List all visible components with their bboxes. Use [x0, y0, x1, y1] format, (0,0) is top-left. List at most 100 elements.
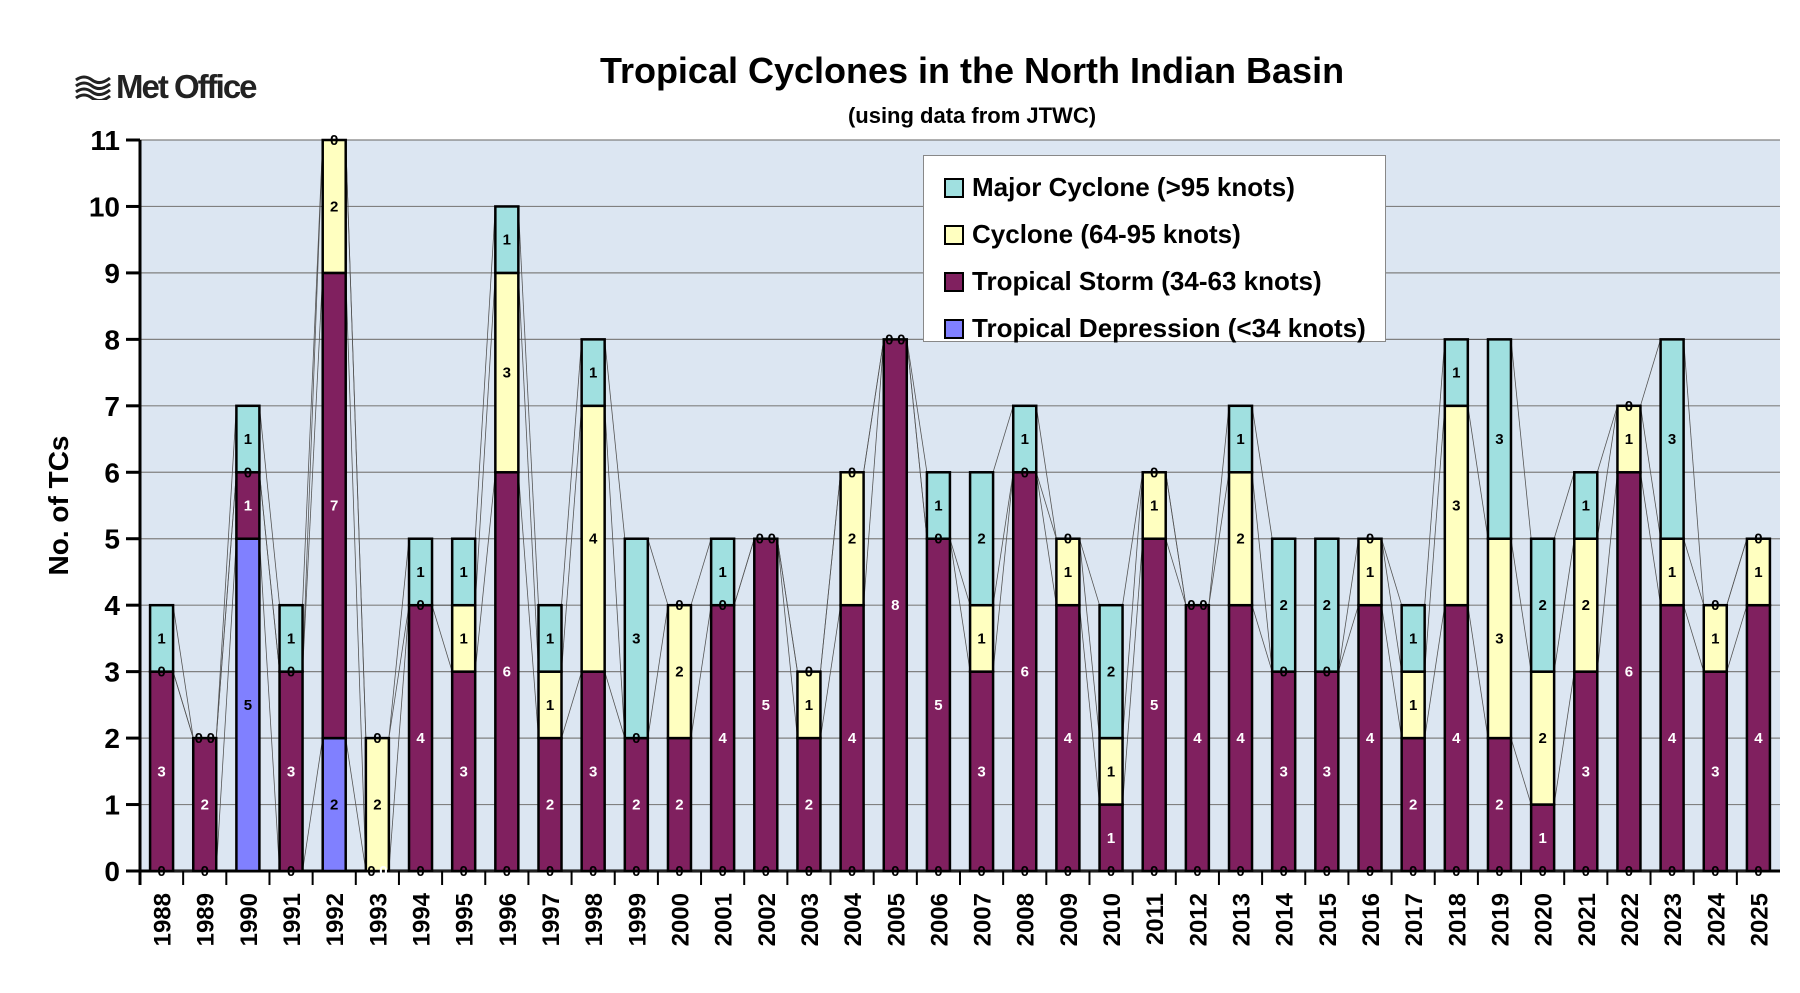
legend-label: Tropical Depression (<34 knots) [972, 313, 1366, 343]
bar-segment [364, 736, 391, 873]
data-label: 0 [244, 464, 252, 481]
data-label: 1 [1021, 431, 1029, 448]
series-line [1251, 405, 1273, 539]
series-line [258, 405, 280, 606]
series-line [1726, 605, 1748, 672]
data-label: 1 [460, 564, 468, 581]
data-label: 2 [977, 531, 985, 548]
data-label: 3 [460, 763, 468, 780]
data-label: 0 [934, 531, 942, 548]
series-line [172, 605, 194, 739]
data-label: 0 [897, 331, 905, 348]
y-tick-label: 11 [90, 125, 120, 156]
series-line [1683, 605, 1705, 672]
bar-segment [1270, 537, 1297, 673]
series-line [1510, 339, 1532, 539]
data-label: 2 [330, 797, 338, 814]
data-label: 0 [379, 863, 387, 880]
legend-item-tropical-depression: Tropical Depression (<34 knots) [944, 305, 1385, 352]
series-line [302, 139, 324, 672]
data-label: 0 [1064, 531, 1072, 548]
data-label: 0 [885, 331, 893, 348]
bar-segment [623, 537, 650, 740]
x-tick-label: 2022 [1617, 893, 1644, 946]
series-line [1510, 538, 1532, 672]
legend-swatch [944, 224, 964, 245]
x-tick-label: 2006 [926, 893, 953, 946]
x-tick-label: 2011 [1142, 893, 1169, 945]
x-tick-label: 2000 [667, 893, 694, 946]
x-tick-label: 2010 [1099, 893, 1126, 946]
data-label: 0 [762, 863, 770, 880]
met-office-waves-icon [75, 75, 111, 100]
x-tick-label: 2020 [1531, 893, 1558, 946]
series-line [1553, 671, 1575, 805]
data-label: 4 [1366, 730, 1375, 747]
y-tick-label: 3 [104, 657, 120, 688]
legend-label: Tropical Storm (34-63 knots) [972, 266, 1322, 296]
data-label: 0 [1193, 863, 1201, 880]
series-line [863, 339, 885, 473]
series-line [474, 272, 496, 606]
y-tick-label: 6 [104, 457, 120, 488]
series-line [215, 472, 237, 739]
series-line [258, 538, 280, 872]
data-label: 0 [934, 863, 942, 880]
x-tick-label: 2021 [1574, 893, 1601, 946]
bar-segment [407, 537, 434, 607]
series-line [1683, 339, 1705, 606]
data-label: 0 [1625, 398, 1633, 415]
bar-segment [925, 471, 952, 540]
series-line [474, 206, 496, 539]
data-label: 6 [1021, 664, 1029, 681]
x-tick-label: 1991 [279, 893, 306, 946]
y-tick-label: 10 [89, 191, 120, 222]
data-label: 1 [503, 232, 511, 249]
series-line [1596, 472, 1618, 672]
series-line [776, 538, 798, 672]
bar-segment [666, 603, 693, 740]
series-line [302, 738, 324, 872]
data-label: 2 [1323, 597, 1331, 614]
x-tick-label: 2018 [1444, 893, 1471, 946]
data-label: 2 [1538, 597, 1546, 614]
data-label: 5 [934, 697, 942, 714]
series-line [1337, 605, 1359, 672]
legend-item-tropical-storm: Tropical Storm (34-63 knots) [944, 258, 1385, 305]
series-line [388, 605, 410, 872]
data-label: 2 [1280, 597, 1288, 614]
data-label: 0 [1711, 863, 1719, 880]
data-label: 3 [1668, 431, 1676, 448]
series-line [345, 738, 367, 872]
series-line [1035, 472, 1057, 606]
data-label: 0 [891, 863, 899, 880]
x-tick-label: 1992 [322, 893, 349, 946]
data-label: 0 [207, 730, 215, 747]
data-label: 2 [1538, 730, 1546, 747]
data-label: 3 [1711, 763, 1719, 780]
bar-segment [1141, 471, 1167, 540]
bar-segment [1702, 603, 1729, 673]
series-line [1726, 538, 1748, 606]
data-label: 0 [1064, 863, 1072, 880]
y-axis-label: No. of TCs [43, 436, 74, 576]
data-label: 2 [675, 664, 683, 681]
series-line [1122, 538, 1144, 805]
x-tick-label: 1999 [624, 893, 651, 946]
data-label: 0 [675, 597, 683, 614]
data-label: 2 [1107, 664, 1115, 681]
x-tick-label: 2015 [1315, 893, 1342, 946]
series-line [302, 272, 324, 672]
bar-segment [1443, 338, 1470, 408]
series-line [302, 139, 324, 606]
y-tick-label: 0 [104, 856, 120, 887]
bar-segment [796, 670, 822, 740]
data-label: 1 [805, 697, 813, 714]
series-line [906, 339, 928, 473]
series-line [517, 272, 539, 672]
data-label: 0 [201, 863, 209, 880]
x-tick-label: 1989 [193, 893, 220, 946]
series-line [1122, 472, 1144, 739]
bar-segment [709, 537, 736, 607]
